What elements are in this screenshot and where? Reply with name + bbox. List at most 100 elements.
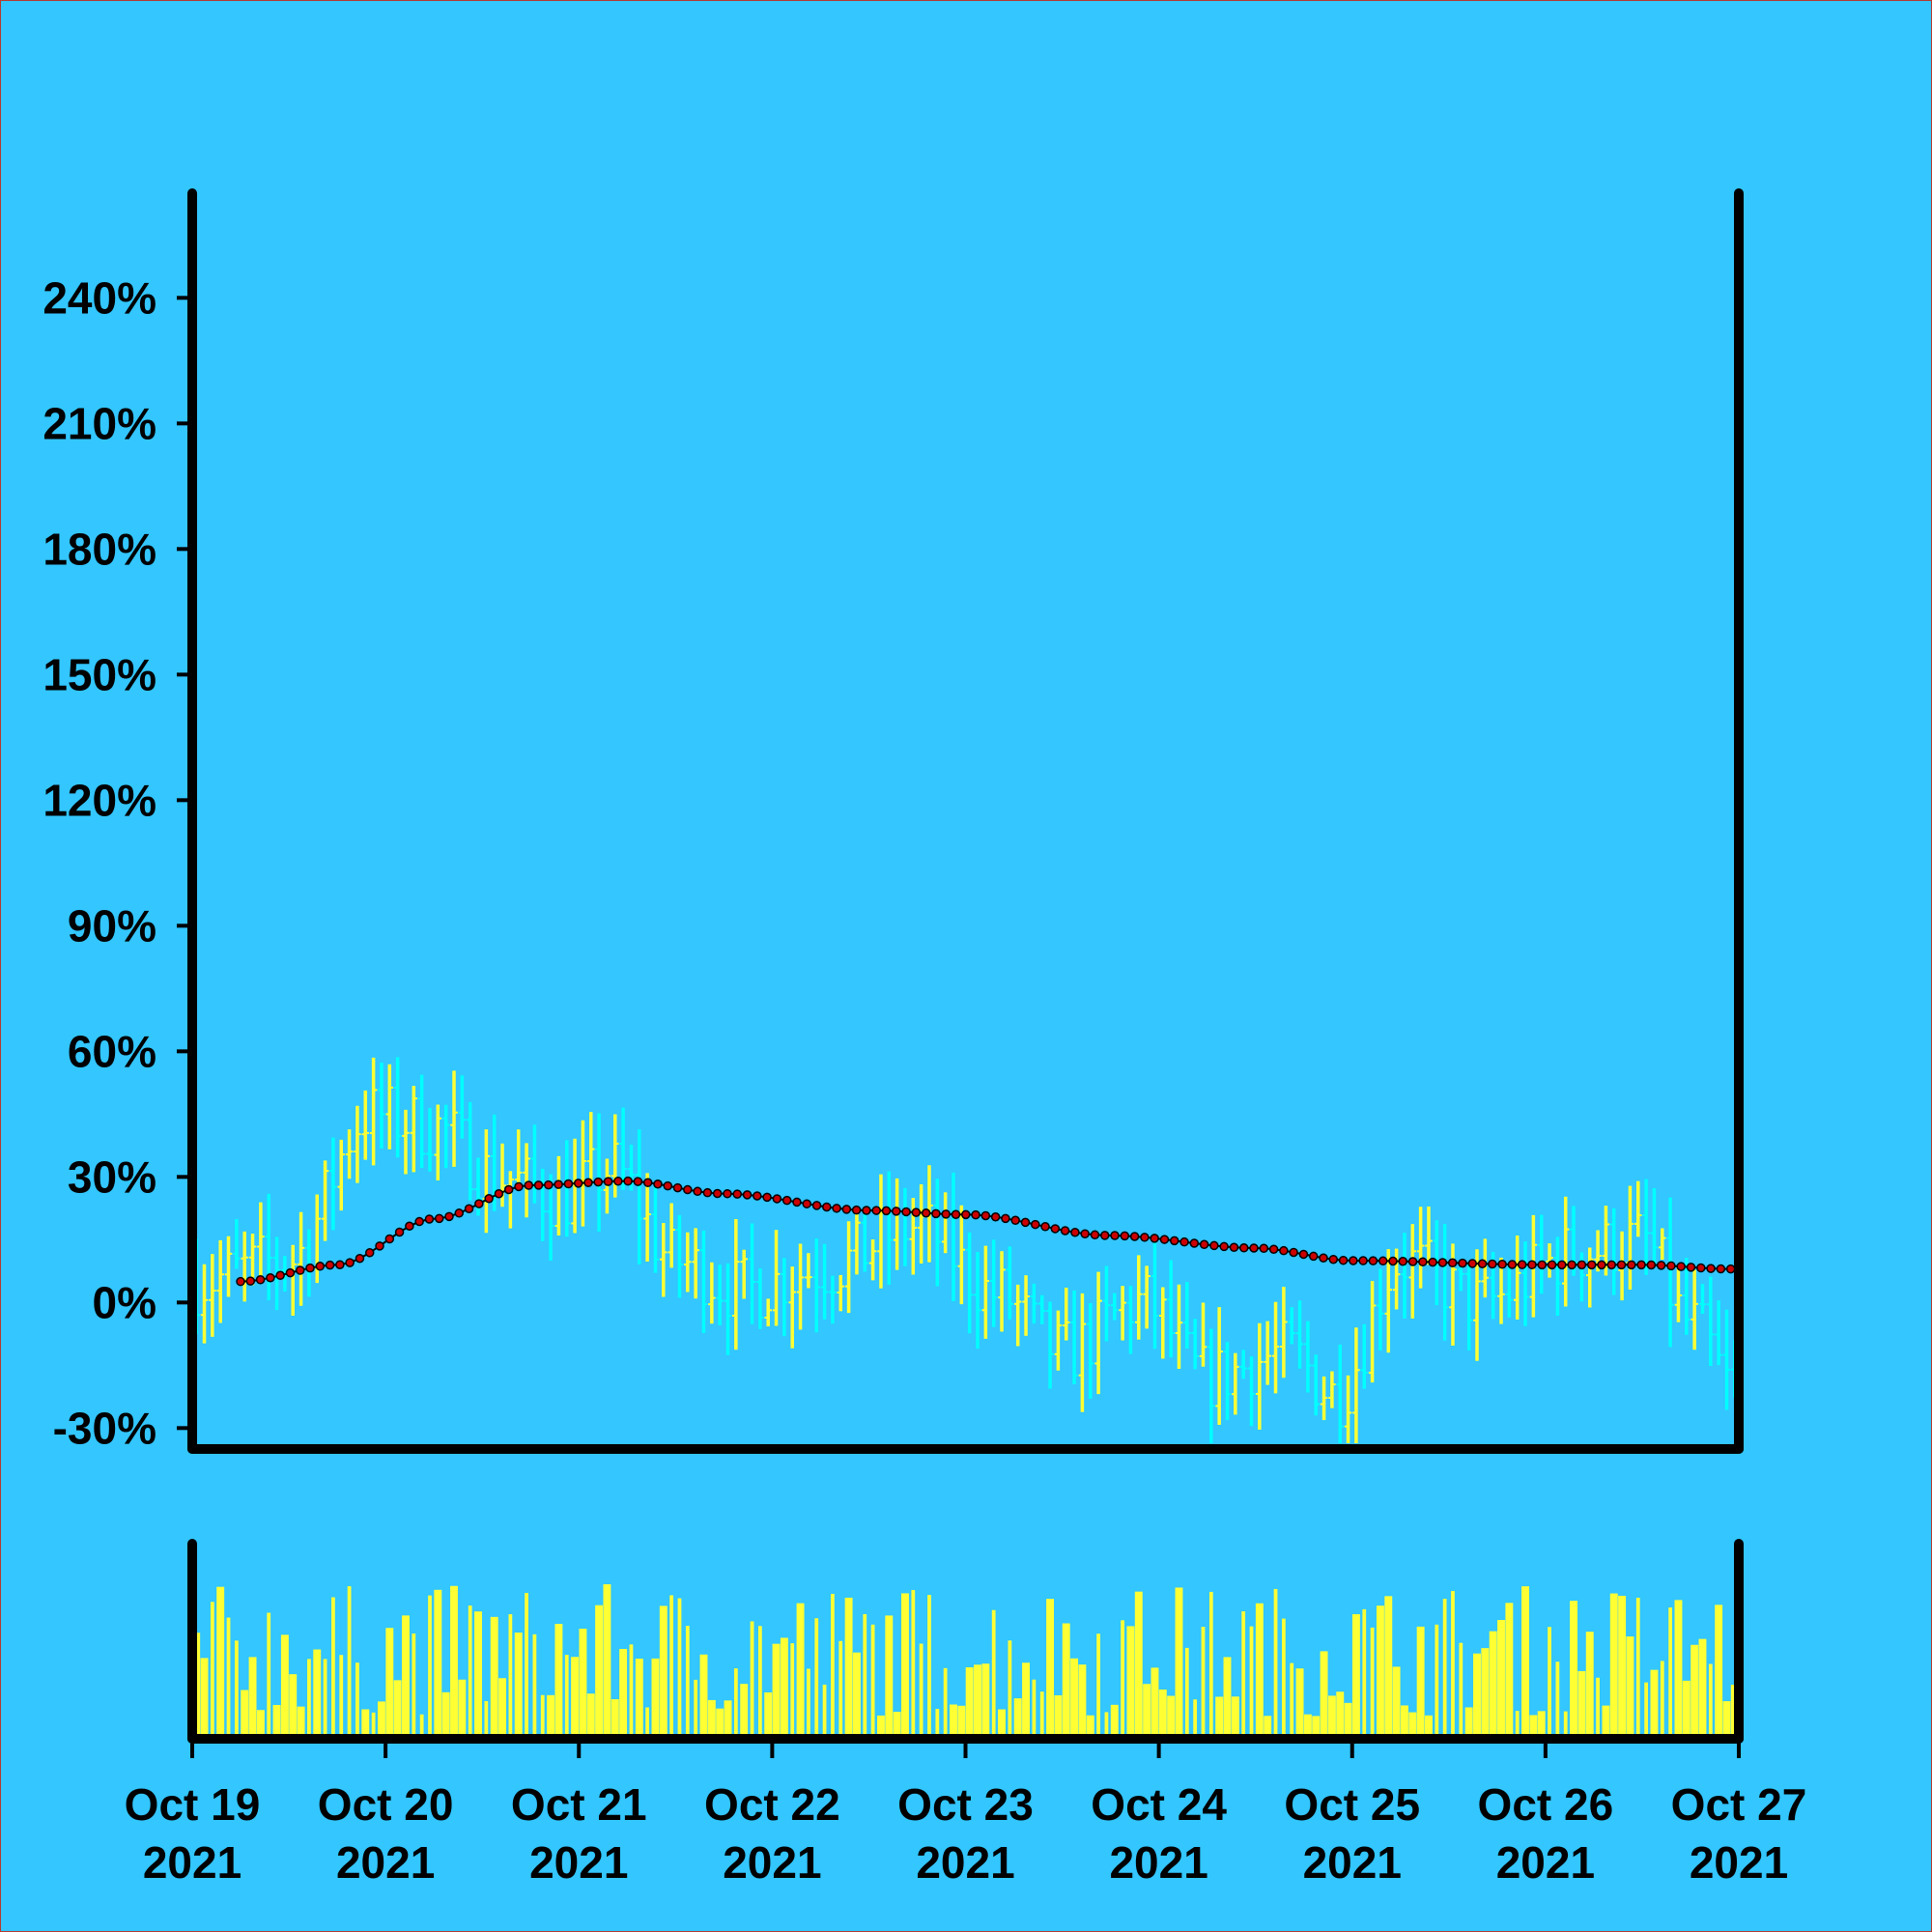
volume-bar bbox=[1370, 1627, 1375, 1734]
volume-bar bbox=[998, 1709, 1006, 1734]
volume-bar bbox=[402, 1615, 410, 1734]
volume-bar bbox=[1464, 1707, 1473, 1734]
volume-bar bbox=[1722, 1701, 1731, 1734]
volume-bar bbox=[468, 1605, 472, 1734]
trend-dot bbox=[533, 1180, 544, 1190]
volume-bar bbox=[355, 1662, 359, 1734]
x-tick-label-date: Oct 24 bbox=[1091, 1779, 1227, 1830]
volume-bar bbox=[1400, 1705, 1408, 1734]
volume-bar bbox=[540, 1694, 545, 1734]
trend-dot bbox=[554, 1179, 563, 1189]
volume-bar bbox=[1635, 1597, 1640, 1734]
trend-dot bbox=[1527, 1260, 1537, 1270]
trend-dot bbox=[1010, 1215, 1020, 1226]
volume-bar bbox=[1425, 1715, 1433, 1734]
trend-dot bbox=[1159, 1235, 1170, 1244]
volume-bar bbox=[1121, 1620, 1124, 1734]
trend-dot bbox=[524, 1180, 534, 1190]
volume-bar bbox=[1193, 1699, 1198, 1734]
trend-dot bbox=[1140, 1233, 1150, 1242]
x-tick-label-year: 2021 bbox=[529, 1837, 628, 1888]
trend-dot bbox=[1050, 1224, 1061, 1234]
trend-dot bbox=[1418, 1257, 1428, 1267]
trend-dot bbox=[1259, 1243, 1269, 1254]
volume-bar bbox=[669, 1595, 674, 1734]
trend-dot bbox=[702, 1187, 713, 1198]
trend-dot bbox=[1368, 1256, 1378, 1265]
trend-dot bbox=[1507, 1260, 1518, 1269]
volume-bar bbox=[1570, 1601, 1578, 1734]
volume-bar bbox=[1435, 1624, 1439, 1734]
volume-bar bbox=[1201, 1627, 1206, 1734]
trend-dot bbox=[1070, 1227, 1080, 1237]
y-tick-label: 150% bbox=[43, 649, 156, 699]
trend-dot bbox=[583, 1178, 593, 1187]
volume-bar bbox=[1303, 1714, 1312, 1734]
volume-bar bbox=[943, 1667, 948, 1734]
volume-bar bbox=[1351, 1613, 1360, 1734]
volume-bar bbox=[790, 1643, 795, 1734]
volume-bar bbox=[371, 1712, 376, 1734]
volume-bar bbox=[1046, 1599, 1055, 1734]
volume-bar bbox=[1715, 1605, 1723, 1734]
trend-dot bbox=[712, 1188, 723, 1199]
volume-bar bbox=[603, 1584, 611, 1734]
trend-dot bbox=[1289, 1247, 1298, 1258]
trend-dot bbox=[1458, 1258, 1467, 1268]
volume-bar bbox=[1032, 1679, 1037, 1734]
trend-dot bbox=[1219, 1241, 1229, 1252]
volume-bar bbox=[280, 1634, 289, 1734]
volume-bar bbox=[412, 1633, 416, 1734]
trend-dot bbox=[503, 1184, 514, 1195]
trend-dot bbox=[484, 1193, 494, 1204]
trend-dot bbox=[1497, 1260, 1507, 1269]
trend-dot bbox=[1407, 1257, 1418, 1266]
trend-dot bbox=[753, 1191, 762, 1201]
trend-dot bbox=[1150, 1234, 1159, 1243]
x-tick-label-year: 2021 bbox=[916, 1837, 1014, 1888]
volume-bar bbox=[707, 1699, 716, 1734]
trend-dot bbox=[1179, 1236, 1189, 1247]
volume-bar bbox=[339, 1655, 344, 1734]
trend-dot bbox=[444, 1211, 454, 1222]
volume-bar bbox=[1312, 1716, 1321, 1734]
x-tick-label-year: 2021 bbox=[336, 1837, 435, 1888]
x-tick-label-date: Oct 19 bbox=[125, 1779, 261, 1830]
y-tick-label: 240% bbox=[43, 272, 156, 323]
trend-dot bbox=[672, 1182, 683, 1193]
trend-dot bbox=[295, 1265, 305, 1275]
trend-dot bbox=[593, 1177, 604, 1187]
volume-bar bbox=[313, 1649, 322, 1734]
volume-bar bbox=[508, 1613, 513, 1734]
trend-dot bbox=[1100, 1231, 1110, 1240]
volume-bar bbox=[757, 1626, 762, 1734]
trend-dot bbox=[1447, 1258, 1458, 1268]
trend-dot bbox=[494, 1188, 504, 1199]
trend-dot bbox=[841, 1205, 852, 1214]
trend-dot bbox=[1209, 1240, 1219, 1251]
trend-dot bbox=[255, 1275, 266, 1285]
trend-dot bbox=[434, 1213, 444, 1224]
volume-bar bbox=[434, 1589, 442, 1734]
volume-bar bbox=[525, 1593, 528, 1734]
volume-bar bbox=[1451, 1591, 1455, 1734]
volume-bar bbox=[248, 1657, 257, 1734]
trend-dot bbox=[1398, 1256, 1408, 1266]
volume-bar bbox=[1596, 1677, 1600, 1734]
volume-bar bbox=[1408, 1712, 1417, 1734]
trend-dot bbox=[285, 1267, 296, 1278]
volume-bar bbox=[595, 1605, 604, 1734]
trend-dot bbox=[1120, 1231, 1130, 1241]
trend-dot bbox=[1696, 1263, 1706, 1273]
volume-bar bbox=[1327, 1695, 1336, 1734]
volume-bar bbox=[1013, 1698, 1022, 1734]
trend-dot bbox=[941, 1209, 951, 1219]
trend-dot bbox=[1040, 1222, 1050, 1232]
volume-bar bbox=[716, 1708, 724, 1734]
trend-dot bbox=[1060, 1226, 1070, 1236]
volume-bar bbox=[1175, 1587, 1183, 1734]
volume-bar bbox=[586, 1693, 595, 1734]
volume-bar bbox=[1231, 1696, 1239, 1734]
volume-bar bbox=[458, 1679, 467, 1734]
trend-dot bbox=[1199, 1239, 1209, 1250]
